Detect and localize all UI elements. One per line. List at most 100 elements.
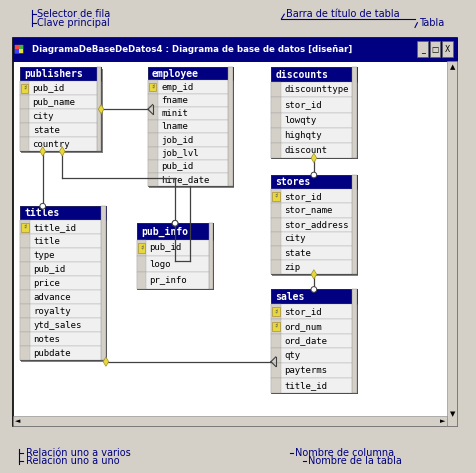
Bar xyxy=(270,378,356,393)
Polygon shape xyxy=(40,147,45,156)
Text: city: city xyxy=(32,112,54,121)
Text: Clave principal: Clave principal xyxy=(37,18,110,28)
Bar xyxy=(21,69,102,153)
Bar xyxy=(20,67,101,81)
Bar xyxy=(271,192,279,201)
Bar xyxy=(137,272,146,289)
Text: pub_id: pub_id xyxy=(33,265,66,274)
Bar xyxy=(148,160,232,173)
Text: city: city xyxy=(284,234,305,244)
Text: discounttype: discounttype xyxy=(284,85,348,95)
Bar xyxy=(20,123,30,137)
Bar xyxy=(20,81,101,95)
Bar xyxy=(20,333,30,346)
Bar xyxy=(20,123,101,137)
Circle shape xyxy=(310,172,316,178)
Text: payterms: payterms xyxy=(284,366,327,375)
Text: pub_id: pub_id xyxy=(32,84,65,93)
Text: pub_id: pub_id xyxy=(149,243,181,252)
Text: ►: ► xyxy=(439,418,445,424)
Bar xyxy=(13,38,456,61)
Text: highqty: highqty xyxy=(284,131,321,140)
Text: employee: employee xyxy=(152,69,198,79)
Text: Relación uno a uno: Relación uno a uno xyxy=(26,456,119,466)
Bar xyxy=(270,97,356,113)
Polygon shape xyxy=(60,147,65,156)
Bar xyxy=(148,133,232,147)
Text: X: X xyxy=(444,44,449,54)
Bar xyxy=(21,208,107,362)
Text: titles: titles xyxy=(24,208,60,218)
Text: Selector de fila: Selector de fila xyxy=(37,9,110,19)
Bar xyxy=(270,143,280,158)
Bar xyxy=(270,189,280,203)
Text: fname: fname xyxy=(161,96,188,105)
Bar xyxy=(20,346,30,360)
Bar xyxy=(20,248,106,263)
Bar xyxy=(20,95,101,109)
Bar xyxy=(149,83,156,91)
Bar xyxy=(21,84,28,93)
Bar xyxy=(20,220,106,234)
Bar xyxy=(208,223,212,289)
Bar xyxy=(148,80,232,94)
Bar xyxy=(270,67,356,158)
Text: stor_id: stor_id xyxy=(284,192,321,201)
Text: ytd_sales: ytd_sales xyxy=(33,321,81,330)
Bar xyxy=(270,246,356,260)
Text: notes: notes xyxy=(33,335,60,344)
Bar xyxy=(138,243,145,253)
Bar xyxy=(137,239,212,256)
Text: price: price xyxy=(33,279,60,288)
Bar xyxy=(270,203,280,218)
Bar xyxy=(13,38,456,426)
Text: pub_id: pub_id xyxy=(161,162,193,171)
Text: ord_num: ord_num xyxy=(284,322,321,331)
Text: ♯: ♯ xyxy=(23,85,26,91)
Text: DiagramaDeBaseDeDatos4 : Diagrama de base de datos [diseñar]: DiagramaDeBaseDeDatos4 : Diagrama de bas… xyxy=(32,44,352,54)
Bar xyxy=(351,67,356,158)
Bar xyxy=(139,225,214,290)
Bar xyxy=(270,378,280,393)
Bar xyxy=(20,234,106,248)
Bar xyxy=(270,175,356,274)
Bar xyxy=(20,220,30,234)
Bar xyxy=(148,147,232,160)
Bar xyxy=(416,41,427,57)
Bar xyxy=(13,416,446,426)
Bar xyxy=(270,349,356,363)
Bar xyxy=(137,272,212,289)
Bar xyxy=(271,322,279,331)
Circle shape xyxy=(172,220,178,226)
Text: Barra de título de tabla: Barra de título de tabla xyxy=(286,9,399,19)
Text: ▲: ▲ xyxy=(448,64,454,70)
Text: discount: discount xyxy=(284,146,327,155)
Bar xyxy=(148,107,157,120)
Bar xyxy=(20,263,106,276)
Bar xyxy=(20,346,106,360)
Text: job_id: job_id xyxy=(161,135,193,145)
Text: ♯: ♯ xyxy=(151,84,154,90)
Bar xyxy=(20,206,106,220)
Text: ♯: ♯ xyxy=(23,224,27,230)
Bar xyxy=(270,175,356,189)
Text: stor_address: stor_address xyxy=(284,220,348,229)
Bar xyxy=(20,290,30,304)
Bar xyxy=(270,218,280,232)
Polygon shape xyxy=(103,357,109,366)
Bar xyxy=(270,82,356,97)
Polygon shape xyxy=(310,153,316,163)
Bar xyxy=(149,69,234,188)
Text: ord_date: ord_date xyxy=(284,336,327,346)
Bar xyxy=(20,137,30,151)
Bar xyxy=(20,248,30,263)
Bar xyxy=(20,81,30,95)
Bar xyxy=(270,232,280,246)
Bar xyxy=(272,291,357,394)
Bar xyxy=(20,206,106,360)
Bar xyxy=(148,80,157,94)
Text: Tabla: Tabla xyxy=(418,18,443,28)
Bar xyxy=(148,173,232,186)
Bar xyxy=(270,232,356,246)
Text: zip: zip xyxy=(284,263,300,272)
